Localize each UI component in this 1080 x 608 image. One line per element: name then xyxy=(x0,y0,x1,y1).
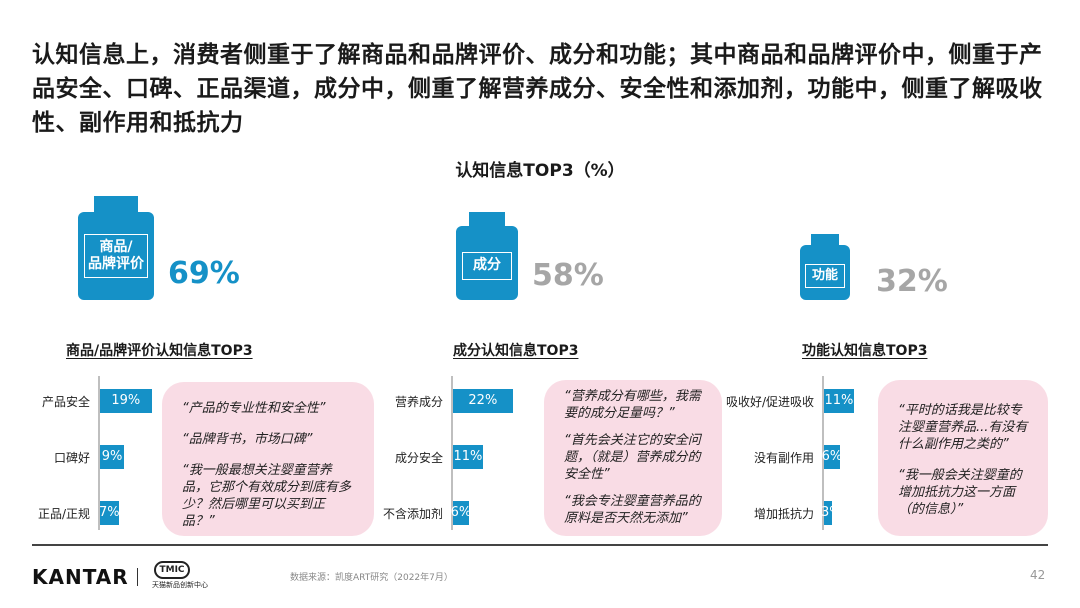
bar xyxy=(453,389,513,413)
quote-text: “我会专注婴童营养品的原料是否天然无添加” xyxy=(564,494,701,526)
bar xyxy=(824,389,854,413)
subchart-title-function: 功能认知信息TOP3 xyxy=(802,343,928,359)
bar-value-label: 19% xyxy=(111,393,141,408)
quote-text: “品牌背书，市场口碑” xyxy=(182,432,313,447)
bar-value-label: 6% xyxy=(450,505,472,520)
bar-axis xyxy=(451,376,453,530)
bottle-label-line1: 成分 xyxy=(473,257,501,274)
logo-separator xyxy=(137,568,138,586)
bar-category-label: 增加抵抗力 xyxy=(753,507,814,521)
bottle-label: 商品/ 品牌评价 xyxy=(84,234,148,278)
subchart-title-ingredient: 成分认知信息TOP3 xyxy=(453,343,579,359)
bottle-cap xyxy=(469,212,505,228)
data-source: 数据来源：凯度ART研究（2022年7月） xyxy=(290,573,453,583)
quote-text: “平时的话我是比较专注婴童营养品...有没有什么副作用之类的” xyxy=(898,403,1028,452)
bar-value-label: 11% xyxy=(453,449,483,464)
bar-value-label: 9% xyxy=(101,449,123,464)
bar xyxy=(453,445,483,469)
bar xyxy=(824,501,833,525)
bottle-label-line2: 品牌评价 xyxy=(88,256,144,272)
quote-box-function: “平时的话我是比较专注婴童营养品...有没有什么副作用之类的” “我一般会关注婴… xyxy=(878,380,1048,536)
bar-category-label: 产品安全 xyxy=(41,395,90,409)
bar-axis xyxy=(822,376,824,530)
pct-ingredient: 58% xyxy=(532,258,604,293)
bar xyxy=(100,501,120,525)
bar-category-label: 没有副作用 xyxy=(753,451,814,465)
bar-category-label: 营养成分 xyxy=(394,395,443,409)
bottle-body xyxy=(456,226,518,300)
quote-box-ingredient: “营养成分有哪些，我需要的成分足量吗？” “首先会关注它的安全问题，（就是）营养… xyxy=(544,380,722,536)
tmic-mark: TMIC xyxy=(154,561,190,579)
kantar-logo: KANTAR xyxy=(32,565,129,589)
bottle-cap xyxy=(94,196,138,214)
bar xyxy=(453,501,470,525)
pct-function: 32% xyxy=(876,264,948,299)
quote-text: “产品的专业性和安全性” xyxy=(182,401,326,416)
bar-category-label: 吸收好/促进吸收 xyxy=(725,395,814,409)
bottle-icon-function: 功能 xyxy=(800,234,850,300)
bar-value-label: 7% xyxy=(99,505,120,520)
pct-brand: 69% xyxy=(168,256,240,291)
bar xyxy=(100,445,125,469)
bottle-label-line1: 商品/ xyxy=(99,238,133,255)
bar-category-label: 不含添加剂 xyxy=(382,507,443,521)
bar-axis xyxy=(98,376,100,530)
bar xyxy=(824,445,841,469)
bar-category-label: 正品/正规 xyxy=(37,507,90,521)
bar-value-label: 3% xyxy=(821,505,842,520)
bar-value-label: 11% xyxy=(824,393,854,408)
tmic-logo: TMIC 天猫新品创新中心 xyxy=(152,561,208,590)
bottle-label-line1: 功能 xyxy=(811,267,838,283)
bar-value-label: 6% xyxy=(821,449,843,464)
bottle-body xyxy=(78,212,154,300)
page-headline: 认知信息上，消费者侧重于了解商品和品牌评价、成分和功能；其中商品和品牌评价中，侧… xyxy=(32,42,1043,136)
footer-divider xyxy=(32,544,1048,546)
subchart-title-brand: 商品/品牌评价认知信息TOP3 xyxy=(66,343,253,359)
bottle-icon-brand: 商品/ 品牌评价 xyxy=(78,196,154,300)
quote-box-brand: “产品的专业性和安全性” “品牌背书，市场口碑” “我一般最想关注婴童营养品，它… xyxy=(162,382,374,536)
quote-text: “我一般会关注婴童的增加抵抗力这一方面（的信息）” xyxy=(898,468,1022,517)
bottle-body xyxy=(800,245,850,300)
bar xyxy=(100,389,152,413)
quote-text: “首先会关注它的安全问题，（就是）营养成分的安全性” xyxy=(564,433,701,482)
tmic-name: 天猫新品创新中心 xyxy=(152,581,208,589)
bottle-label: 功能 xyxy=(805,264,845,288)
page-number: 42 xyxy=(1030,568,1046,582)
bottle-label: 成分 xyxy=(462,252,512,280)
bar-category-label: 成分安全 xyxy=(394,451,443,465)
bottle-icon-ingredient: 成分 xyxy=(456,212,518,300)
bar-category-label: 口碑好 xyxy=(53,451,90,465)
quote-text: “我一般最想关注婴童营养品，它那个有效成分到底有多少？然后哪里可以买到正品？” xyxy=(182,463,352,529)
bar-value-label: 22% xyxy=(468,393,498,408)
bottle-cap xyxy=(811,234,839,247)
quote-text: “营养成分有哪些，我需要的成分足量吗？” xyxy=(564,389,701,421)
chart-title: 认知信息TOP3（%） xyxy=(455,161,625,181)
